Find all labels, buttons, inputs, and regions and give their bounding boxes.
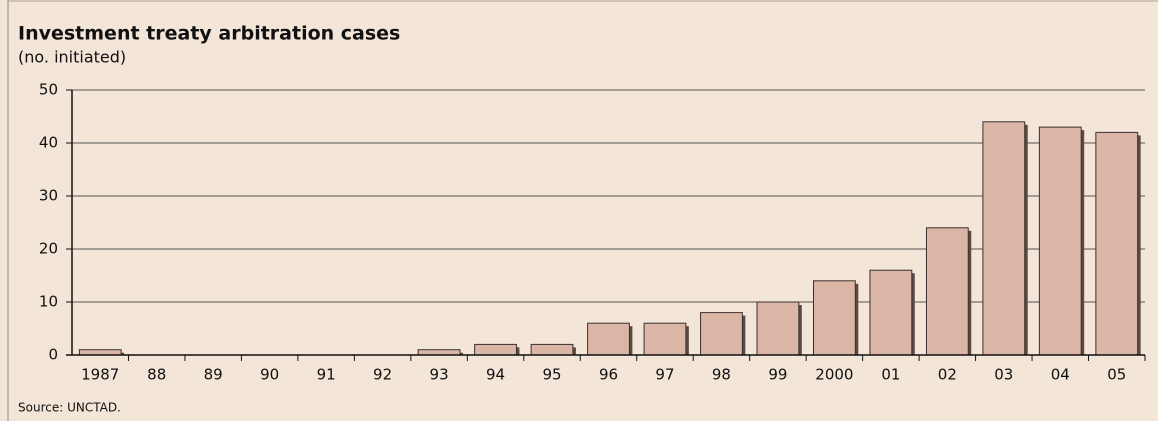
- x-tick-label: 03: [994, 366, 1013, 384]
- x-tick-label: 04: [1051, 366, 1070, 384]
- x-tick-label: 93: [430, 366, 449, 384]
- x-tick-label: 95: [542, 366, 561, 384]
- bar: [417, 349, 461, 356]
- x-tick-label: 98: [712, 366, 731, 384]
- y-tick-label: 30: [39, 187, 58, 205]
- x-tick-label: 92: [373, 366, 392, 384]
- bar: [1038, 126, 1082, 356]
- y-tick-label: 20: [39, 240, 58, 258]
- x-tick-label: 02: [938, 366, 957, 384]
- source: Source: UNCTAD.: [18, 401, 121, 415]
- bar: [78, 349, 122, 356]
- x-tick-label: 99: [768, 366, 787, 384]
- bar: [869, 269, 913, 356]
- bar: [982, 121, 1026, 356]
- x-tick-label: 91: [317, 366, 336, 384]
- y-tick-label: 40: [39, 134, 58, 152]
- bar: [530, 343, 574, 356]
- x-tick-label: 94: [486, 366, 505, 384]
- bar: [1095, 131, 1139, 356]
- bar: [756, 301, 800, 356]
- bar: [474, 343, 517, 356]
- y-tick-label: 0: [48, 346, 58, 364]
- x-tick-label: 2000: [815, 366, 853, 384]
- bar: [700, 312, 743, 356]
- x-tick-label: 97: [655, 366, 674, 384]
- y-tick-label: 10: [39, 293, 58, 311]
- chart-subtitle: (no. initiated): [18, 48, 126, 67]
- x-tick-label: 05: [1107, 366, 1126, 384]
- bar: [587, 322, 630, 356]
- bar: [925, 227, 969, 356]
- chart-title: Investment treaty arbitration cases: [18, 23, 400, 45]
- x-tick-label: 88: [147, 366, 166, 384]
- x-tick-label: 01: [881, 366, 900, 384]
- x-tick-label: 1987: [81, 366, 119, 384]
- x-tick-label: 90: [260, 366, 279, 384]
- x-tick-label: 96: [599, 366, 618, 384]
- y-tick-label: 50: [39, 81, 58, 99]
- bar: [812, 280, 856, 356]
- bar: [643, 322, 687, 356]
- x-tick-label: 89: [204, 366, 223, 384]
